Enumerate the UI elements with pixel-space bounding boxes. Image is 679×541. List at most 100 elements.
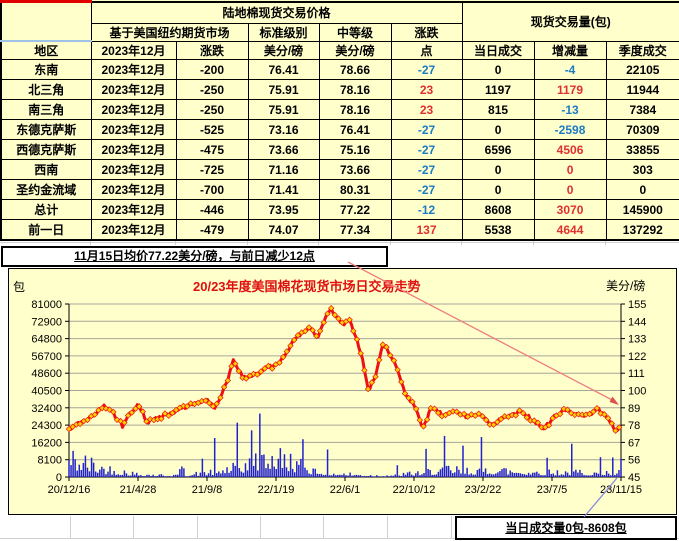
cell-month[interactable]: 2023年12月	[90, 119, 177, 140]
cell-middling[interactable]: 75.16	[318, 139, 392, 160]
cell-standard[interactable]: 75.91	[247, 79, 320, 100]
cell-month[interactable]: 2023年12月	[90, 159, 177, 180]
cell-month[interactable]: 2023年12月	[90, 199, 177, 220]
header-change-top[interactable]: 涨跌	[390, 22, 463, 42]
cell-change[interactable]: -250	[175, 99, 249, 120]
cell-change[interactable]: -725	[175, 159, 249, 180]
header-futures-market[interactable]: 基于美国纽约期货市场	[90, 22, 249, 42]
cell-middling[interactable]: 78.16	[318, 79, 392, 100]
cell-change[interactable]: -700	[175, 179, 249, 200]
cell-season-volume[interactable]: 137292	[605, 219, 679, 241]
header-unit-standard[interactable]: 美分/磅	[247, 40, 320, 60]
cell-change[interactable]: -475	[175, 139, 249, 160]
cell-season-volume[interactable]: 33855	[605, 139, 679, 160]
cell-month[interactable]: 2023年12月	[90, 79, 177, 100]
cell-season-volume[interactable]: 70309	[605, 119, 679, 140]
volume-table-title[interactable]: 现货交易量(包)	[461, 1, 679, 42]
cell-change[interactable]: -525	[175, 119, 249, 140]
cell-season-volume[interactable]: 145900	[605, 199, 679, 220]
cell-middling[interactable]: 78.66	[318, 59, 392, 80]
cell-month[interactable]: 2023年12月	[90, 99, 177, 120]
cell-points[interactable]: -27	[390, 139, 463, 160]
cell-season-volume[interactable]: 0	[605, 179, 679, 200]
cell-change[interactable]: -250	[175, 79, 249, 100]
cell-daily-volume[interactable]: 5538	[461, 219, 535, 241]
cell-points[interactable]: 23	[390, 79, 463, 100]
cell-volume-change[interactable]: 4506	[533, 139, 607, 160]
cell-volume-change[interactable]: -2598	[533, 119, 607, 140]
table-corner-cell[interactable]	[0, 0, 92, 42]
cell-points[interactable]: -12	[390, 199, 463, 220]
cell-daily-volume[interactable]: 0	[461, 119, 535, 140]
cell-points[interactable]: 137	[390, 219, 463, 241]
cell-daily-volume[interactable]: 0	[461, 59, 535, 80]
cell-region[interactable]: 东南	[0, 59, 92, 80]
cell-region[interactable]: 西德克萨斯	[0, 139, 92, 160]
cell-middling[interactable]: 73.66	[318, 159, 392, 180]
cell-month[interactable]: 2023年12月	[90, 179, 177, 200]
header-region[interactable]: 地区	[0, 40, 92, 60]
cell-middling[interactable]: 77.22	[318, 199, 392, 220]
cell-volume-change[interactable]: 4644	[533, 219, 607, 241]
cell-standard[interactable]: 75.91	[247, 99, 320, 120]
header-standard-grade[interactable]: 标准级别	[247, 22, 320, 42]
cell-middling[interactable]: 80.31	[318, 179, 392, 200]
daily-volume-note[interactable]: 当日成交量0包-8608包	[455, 516, 677, 540]
cell-standard[interactable]: 71.41	[247, 179, 320, 200]
cell-volume-change[interactable]: 0	[533, 159, 607, 180]
header-month[interactable]: 2023年12月	[90, 40, 177, 60]
cell-daily-volume[interactable]: 8608	[461, 199, 535, 220]
cell-volume-change[interactable]: 1179	[533, 79, 607, 100]
header-unit-middling[interactable]: 美分/磅	[318, 40, 392, 60]
cell-daily-volume[interactable]: 1197	[461, 79, 535, 100]
cell-middling[interactable]: 78.16	[318, 99, 392, 120]
header-season-volume[interactable]: 季度成交	[605, 40, 679, 60]
cell-standard[interactable]: 73.95	[247, 199, 320, 220]
cell-standard[interactable]: 73.66	[247, 139, 320, 160]
cell-volume-change[interactable]: -4	[533, 59, 607, 80]
header-volume-change[interactable]: 增减量	[533, 40, 607, 60]
cell-region[interactable]: 北三角	[0, 79, 92, 100]
trend-chart[interactable]: 包 20/23年度美国棉花现货市场日交易走势 美分/磅 81000 155 7290…	[8, 268, 677, 515]
cell-region[interactable]: 总计	[0, 199, 92, 220]
cell-volume-change[interactable]: 0	[533, 179, 607, 200]
cell-month[interactable]: 2023年12月	[90, 219, 177, 241]
cell-standard[interactable]: 71.16	[247, 159, 320, 180]
cell-daily-volume[interactable]: 815	[461, 99, 535, 120]
header-middling-grade[interactable]: 中等级	[318, 22, 392, 42]
header-daily-volume[interactable]: 当日成交	[461, 40, 535, 60]
cell-standard[interactable]: 74.07	[247, 219, 320, 241]
cell-change[interactable]: -446	[175, 199, 249, 220]
cell-daily-volume[interactable]: 6596	[461, 139, 535, 160]
cell-season-volume[interactable]: 7384	[605, 99, 679, 120]
cell-standard[interactable]: 73.16	[247, 119, 320, 140]
cell-volume-change[interactable]: -13	[533, 99, 607, 120]
cell-season-volume[interactable]: 22105	[605, 59, 679, 80]
cell-middling[interactable]: 77.34	[318, 219, 392, 241]
cell-points[interactable]: -27	[390, 159, 463, 180]
header-change[interactable]: 涨跌	[175, 40, 249, 60]
cell-region[interactable]: 前一日	[0, 219, 92, 241]
cell-region[interactable]: 东德克萨斯	[0, 119, 92, 140]
cell-season-volume[interactable]: 11944	[605, 79, 679, 100]
avg-price-note[interactable]: 11月15日均价77.22美分/磅，与前日减少12点	[1, 246, 388, 267]
header-point[interactable]: 点	[390, 40, 463, 60]
cell-points[interactable]: -27	[390, 119, 463, 140]
cell-points[interactable]: -27	[390, 59, 463, 80]
cell-daily-volume[interactable]: 0	[461, 179, 535, 200]
cell-region[interactable]: 南三角	[0, 99, 92, 120]
cell-month[interactable]: 2023年12月	[90, 139, 177, 160]
cell-season-volume[interactable]: 303	[605, 159, 679, 180]
cell-region[interactable]: 圣约金流域	[0, 179, 92, 200]
cell-change[interactable]: -479	[175, 219, 249, 241]
cell-daily-volume[interactable]: 0	[461, 159, 535, 180]
cell-month[interactable]: 2023年12月	[90, 59, 177, 80]
cell-standard[interactable]: 76.41	[247, 59, 320, 80]
price-table-title[interactable]: 陆地棉现货交易价格	[90, 1, 463, 24]
cell-change[interactable]: -200	[175, 59, 249, 80]
cell-points[interactable]: 23	[390, 99, 463, 120]
cell-volume-change[interactable]: 3070	[533, 199, 607, 220]
cell-middling[interactable]: 76.41	[318, 119, 392, 140]
cell-region[interactable]: 西南	[0, 159, 92, 180]
cell-points[interactable]: -27	[390, 179, 463, 200]
